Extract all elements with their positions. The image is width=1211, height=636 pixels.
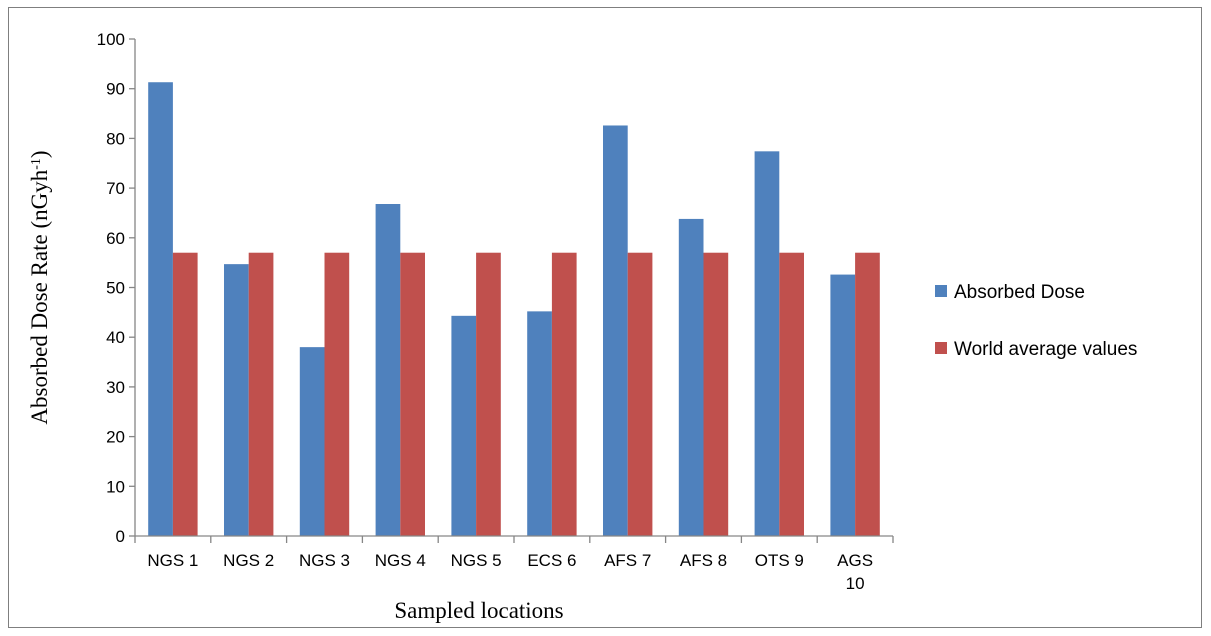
y-tick-label: 100 [97,30,125,49]
bar-world-average-values-afs-7 [627,252,653,536]
bar-absorbed-dose-ngs-4 [375,204,401,536]
bar-world-average-values-ngs-5 [476,252,501,536]
bar-absorbed-dose-ngs-3 [299,347,325,536]
y-tick-label: 50 [106,279,125,298]
y-axis-title-end: ) [27,150,52,158]
legend-swatch-absorbed-dose [935,285,947,297]
y-axis-ticks: 0 10 20 30 40 50 60 70 80 90 100 [97,30,135,546]
y-axis-title-main: Absorbed Dose Rate (nGyh [27,169,52,424]
chart-frame: 0 10 20 30 40 50 60 70 80 90 100 NGS 1 NGS 2 NGS 3 NG… [8,7,1202,628]
bar-world-average-values-ecs-6 [551,252,577,536]
x-tick-label: NGS 1 [147,551,198,570]
y-axis-title: Absorbed Dose Rate (nGyh-1) [27,150,52,424]
legend-label-absorbed-dose: Absorbed Dose [954,282,1085,303]
bar-world-average-values-ngs-3 [324,252,350,536]
x-tick-label: NGS 4 [375,551,426,570]
legend: Absorbed Dose World average values [935,282,1137,360]
y-tick-label: 40 [106,328,125,347]
bar-world-average-values-afs-8 [703,252,729,536]
legend-swatch-world-average-values [935,342,947,354]
bars-layer [148,82,880,536]
y-tick-label: 30 [106,378,125,397]
bar-absorbed-dose-ots-9 [754,151,780,536]
bar-world-average-values-ots-9 [779,252,804,536]
x-tick-label: OTS 9 [755,551,804,570]
bar-world-average-values-ngs-4 [400,252,425,536]
x-tick-label: AFS 7 [604,551,651,570]
bar-absorbed-dose-afs-8 [678,218,704,536]
bar-absorbed-dose-ags-10 [830,274,856,536]
y-tick-label: 0 [116,527,125,546]
y-tick-label: 70 [106,179,125,198]
bar-absorbed-dose-ecs-6 [527,311,552,536]
x-tick-label: AGS 10 [837,551,873,593]
bar-absorbed-dose-ngs-1 [148,82,173,536]
y-tick-label: 80 [106,129,125,148]
bar-world-average-values-ngs-1 [172,252,198,536]
x-tick-label: NGS 5 [451,551,502,570]
bar-world-average-values-ngs-2 [248,252,274,536]
x-axis-title: Sampled locations [394,598,563,623]
legend-label-world-average-values: World average values [954,339,1137,360]
y-tick-label: 10 [106,477,125,496]
bar-absorbed-dose-afs-7 [603,125,628,536]
y-tick-label: 20 [106,428,125,447]
x-tick-label: ECS 6 [527,551,576,570]
y-tick-label: 60 [106,229,125,248]
x-tick-label: NGS 3 [299,551,350,570]
x-tick-label: AFS 8 [680,551,727,570]
x-tick-label: NGS 2 [223,551,274,570]
y-axis-title-superscript: -1 [29,158,44,170]
bar-absorbed-dose-ngs-2 [224,264,249,536]
bar-world-average-values-ags-10 [855,252,880,536]
y-tick-label: 90 [106,80,125,99]
x-axis-ticks: NGS 1 NGS 2 NGS 3 NGS 4 NGS 5 ECS 6 AFS 7 AFS 8… [134,536,894,593]
bar-absorbed-dose-ngs-5 [451,315,477,536]
